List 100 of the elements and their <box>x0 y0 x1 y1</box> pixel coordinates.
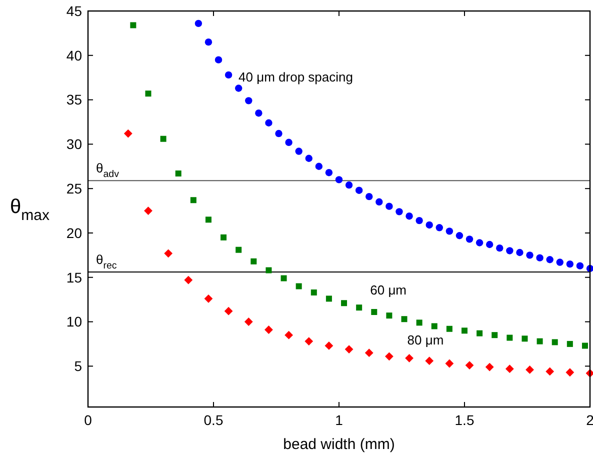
point <box>386 202 393 210</box>
point <box>204 294 213 303</box>
point <box>190 197 196 204</box>
point <box>145 90 152 97</box>
x-tick-label: 0.5 <box>204 412 224 428</box>
point <box>396 208 403 216</box>
point <box>401 316 408 322</box>
point <box>264 326 273 334</box>
series-label: 80 μm <box>407 332 444 348</box>
point <box>244 318 253 326</box>
point <box>194 20 202 28</box>
point <box>466 236 474 243</box>
point <box>236 246 242 253</box>
point <box>522 336 528 342</box>
point <box>364 348 374 358</box>
point <box>446 326 452 332</box>
point <box>566 340 573 347</box>
point <box>405 354 414 362</box>
point <box>526 252 534 259</box>
point <box>431 323 438 330</box>
point <box>556 258 564 266</box>
point <box>546 256 554 264</box>
point <box>304 337 314 346</box>
point <box>366 192 373 200</box>
ref-line-label: θ$_{adv}$ <box>96 160 120 180</box>
point <box>425 356 434 366</box>
point <box>505 364 514 374</box>
series-label: 60 μm <box>370 282 407 298</box>
x-tick-label: 1 <box>335 412 344 428</box>
point <box>376 198 383 206</box>
y-tick-label: 35 <box>66 92 82 108</box>
point <box>344 345 354 354</box>
point <box>345 181 353 189</box>
point <box>445 359 454 368</box>
y-axis-title: θ$_{max}$ <box>10 196 50 224</box>
point <box>144 206 152 215</box>
x-tick-label: 1.5 <box>454 412 474 428</box>
point <box>526 366 534 374</box>
y-tick-label: 25 <box>66 180 82 196</box>
x-axis-title: bead width (mm) <box>283 436 395 453</box>
point <box>552 339 558 346</box>
point <box>566 368 574 377</box>
point <box>576 262 584 270</box>
y-tick-label: 45 <box>66 2 82 19</box>
point <box>385 352 394 361</box>
point <box>335 176 343 184</box>
point <box>416 320 422 326</box>
point <box>214 56 222 64</box>
point <box>436 224 443 232</box>
point <box>245 97 252 104</box>
point <box>485 362 494 372</box>
point <box>371 308 378 315</box>
y-tick-label: 40 <box>66 47 82 64</box>
point <box>355 186 363 194</box>
ref-line-label: θ$_{rec}$ <box>96 252 117 272</box>
point <box>275 130 282 138</box>
point <box>280 275 287 282</box>
point <box>356 304 362 311</box>
point <box>224 71 232 79</box>
point <box>416 216 423 224</box>
point <box>506 334 513 341</box>
point <box>130 22 136 28</box>
point <box>326 296 332 302</box>
point <box>310 289 317 296</box>
point <box>536 338 543 344</box>
point <box>465 361 474 370</box>
point <box>492 332 498 338</box>
point <box>476 330 483 336</box>
y-tick-label: 20 <box>66 224 82 241</box>
point <box>296 283 302 290</box>
point <box>255 110 262 117</box>
point <box>164 249 173 258</box>
point <box>305 154 312 162</box>
point <box>325 168 333 176</box>
point <box>386 312 392 319</box>
point <box>486 240 494 248</box>
y-tick-label: 30 <box>66 136 82 152</box>
x-tick-label: 0 <box>84 412 92 428</box>
point <box>204 38 212 46</box>
point <box>315 162 323 170</box>
point <box>285 138 292 146</box>
y-tick-label: 5 <box>74 358 82 374</box>
point <box>235 84 242 92</box>
point <box>546 367 554 376</box>
point <box>426 221 433 229</box>
point <box>324 342 334 350</box>
point <box>446 228 454 235</box>
point <box>462 328 468 334</box>
point <box>224 306 233 316</box>
y-tick-label: 15 <box>66 269 82 286</box>
point <box>205 216 212 223</box>
point <box>456 232 464 240</box>
point <box>284 330 293 340</box>
series-label: 40 μm drop spacing <box>238 69 354 84</box>
point <box>184 276 193 284</box>
point <box>582 342 588 349</box>
point <box>175 170 182 176</box>
point <box>250 258 257 264</box>
point <box>341 300 348 306</box>
point <box>536 254 544 262</box>
